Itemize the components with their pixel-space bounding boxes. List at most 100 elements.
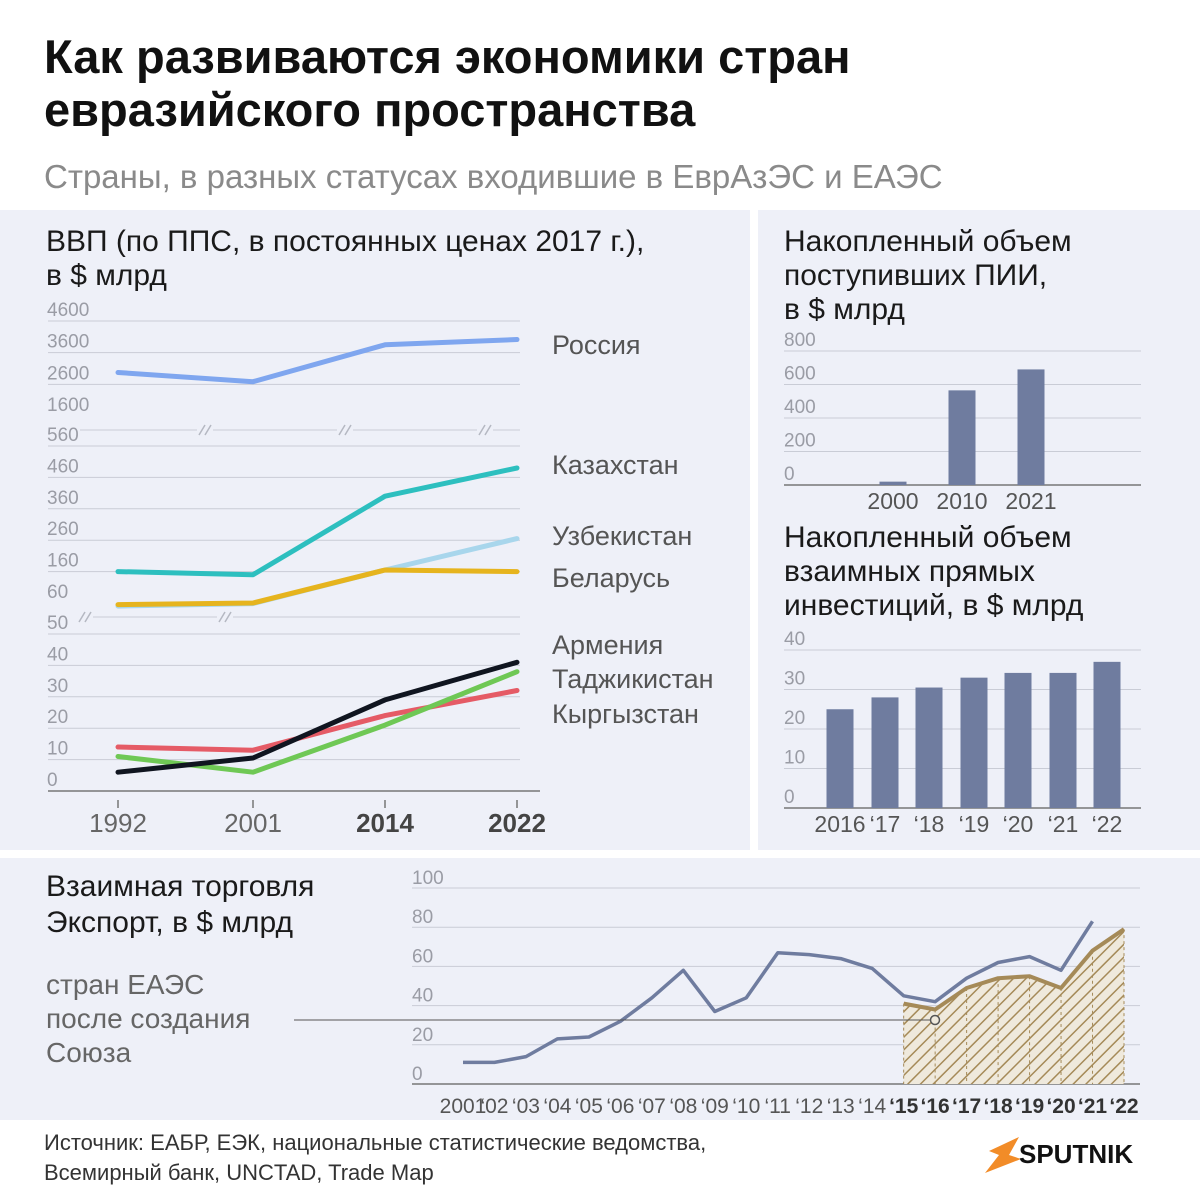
mutual-g-bar <box>915 687 943 808</box>
gdp-break-mark <box>338 424 346 436</box>
trade-title-rest: в $ млрд <box>163 906 293 939</box>
trade-x-label: ‘22 <box>1109 1095 1138 1118</box>
trade-x-label: ‘13 <box>827 1095 855 1118</box>
gdp-tick-label: 2600 <box>47 363 89 384</box>
mutual-g-tick-label: 30 <box>784 669 805 690</box>
trade-x-label: ‘07 <box>638 1095 666 1118</box>
gdp-break-mark <box>204 424 212 436</box>
gdp-tick-label: 20 <box>47 707 68 728</box>
trade-x-label: ‘17 <box>952 1095 981 1118</box>
trade-x-label: 2001 <box>440 1095 487 1118</box>
trade-x-label: ‘11 <box>765 1095 791 1118</box>
gdp-tick-label: 50 <box>47 613 68 634</box>
gdp-series-russia <box>115 337 520 385</box>
trade-x-label: ‘05 <box>575 1095 603 1118</box>
trade-title-bold: Экспорт, <box>46 906 164 939</box>
fdi-title-line1: Накопленный объем <box>784 225 1072 258</box>
trade-x-label: ‘09 <box>701 1095 729 1118</box>
fdi-g-bar <box>879 481 907 485</box>
label-russia: Россия <box>552 330 641 360</box>
mutual-g-bar <box>1004 672 1032 808</box>
mutual-title-line2: взаимных прямых <box>784 555 1035 588</box>
gdp-tick-label: 10 <box>47 739 68 760</box>
fdi-g-tick-label: 400 <box>784 397 816 418</box>
gdp-series-tajikistan <box>115 669 520 775</box>
mutual-g-x-label: ‘21 <box>1048 811 1079 837</box>
trade-annotation-line1: стран ЕАЭС <box>46 969 205 1000</box>
mutual-g-x-label: ‘19 <box>959 811 990 837</box>
trade-tick-label: 0 <box>412 1064 423 1085</box>
gdp-break-mark <box>344 424 352 436</box>
gdp-break-mark <box>218 611 226 623</box>
fdi-g-tick-label: 200 <box>784 431 816 452</box>
mutual-g-tick-label: 40 <box>784 629 805 650</box>
gdp-tick-label: 60 <box>47 582 68 603</box>
gdp-series-armenia <box>115 688 520 753</box>
fdi-title-line2: поступивших ПИИ, <box>784 259 1048 292</box>
gdp-series-kazakhstan <box>115 465 520 578</box>
trade-annotation-marker <box>929 1014 941 1026</box>
trade-title-line2: Экспорт, в $ млрд <box>46 906 293 940</box>
gdp-break-mark <box>78 611 86 623</box>
gdp-series-belarus <box>115 567 520 608</box>
source-line2: Всемирный банк, UNCTAD, Trade Map <box>44 1160 434 1185</box>
trade-tick-label: 40 <box>412 986 433 1007</box>
gdp-tick-label: 360 <box>47 488 79 509</box>
gdp-title: ВВП (по ППС, в постоянных ценах 2017 г.)… <box>46 225 645 258</box>
trade-series-total <box>463 920 1094 1065</box>
mutual-g-bar <box>1049 672 1077 808</box>
gdp-chart: 4600 3600 2600 1600 560 460 360 260 160 60 50 40 30 2… <box>47 300 714 838</box>
trade-x-label: ‘08 <box>669 1095 697 1118</box>
gdp-panel: ВВП (по ППС, в постоянных ценах 2017 г.)… <box>0 210 750 850</box>
mutual-g-tick-label: 10 <box>784 748 805 769</box>
gdp-break-mark <box>198 424 206 436</box>
fdi-g-bar <box>948 390 976 485</box>
gdp-x-label: 1992 <box>89 808 147 838</box>
fdi-g-x-label: 2010 <box>936 488 987 514</box>
trade-panel: Взаимная торговля Экспорт, в $ млрд стра… <box>0 858 1200 1120</box>
mutual-g-bar <box>871 697 899 808</box>
gdp-break-mark <box>484 424 492 436</box>
trade-annotation-line3: Союза <box>46 1037 132 1068</box>
trade-x-label: ‘16 <box>921 1095 950 1118</box>
source-note: Источник: ЕАБР, ЕЭК, национальные статис… <box>44 1128 706 1188</box>
gdp-tick-label: 460 <box>47 456 79 477</box>
fdi-g-x-label: 2021 <box>1005 488 1056 514</box>
mutual-g-tick-label: 20 <box>784 708 805 729</box>
gdp-break-mark <box>478 424 486 436</box>
mutual-g-bar <box>826 709 854 808</box>
label-kazakhstan: Казахстан <box>552 450 679 480</box>
trade-x-label: ‘06 <box>606 1095 634 1118</box>
trade-tick-label: 80 <box>412 907 433 928</box>
trade-x-label: ‘14 <box>858 1095 886 1118</box>
fdi-g-bar <box>1017 369 1045 485</box>
trade-x-label: ‘12 <box>795 1095 823 1118</box>
gdp-break-mark <box>224 611 232 623</box>
label-belarus: Беларусь <box>552 563 670 593</box>
mutual-g-tick-label: 0 <box>784 787 795 808</box>
page-subtitle: Страны, в разных статусах входившие в Ев… <box>44 158 943 195</box>
gdp-tick-label: 1600 <box>47 395 89 416</box>
sputnik-logo: SPUTNIK <box>985 1133 1165 1177</box>
trade-annotation: стран ЕАЭС после создания Союза <box>46 968 250 1070</box>
trade-eaeu-area <box>903 929 1124 1084</box>
label-kyrgyzstan: Кыргызстан <box>552 699 699 729</box>
trade-series-eaeu <box>903 927 1126 1012</box>
label-armenia: Армения <box>552 630 663 660</box>
mutual-panel: Накопленный объем взаимных прямых инвест… <box>758 516 1200 850</box>
gdp-break-mark <box>84 611 92 623</box>
mutual-chart: 40 30 20 10 0 2016 ‘17 ‘18 ‘19 ‘20 ‘21 ‘22 <box>784 629 1141 837</box>
gdp-tick-label: 160 <box>47 551 79 572</box>
trade-x-label: ‘18 <box>983 1095 1013 1118</box>
fdi-g-tick-label: 0 <box>784 464 795 485</box>
trade-x-label: ‘20 <box>1046 1095 1075 1118</box>
gdp-x-label: 2001 <box>224 808 282 838</box>
gdp-tick-label: 260 <box>47 519 79 540</box>
fdi-title-line3: в $ млрд <box>784 293 905 326</box>
page-title: Как развиваются экономики стран евразийс… <box>44 30 851 136</box>
gdp-tick-label: 560 <box>47 425 79 446</box>
mutual-title-line1: Накопленный объем <box>784 521 1072 554</box>
mutual-g-x-label: ‘20 <box>1003 811 1034 837</box>
trade-annotation-line2: после создания <box>46 1003 251 1034</box>
mutual-g-bar <box>960 677 988 808</box>
